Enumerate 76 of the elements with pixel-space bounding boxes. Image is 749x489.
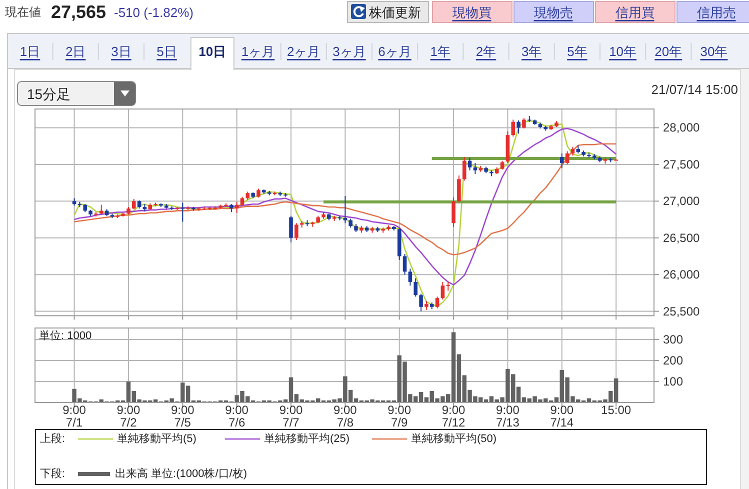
text: 3ヶ月 bbox=[332, 44, 366, 58]
candlestick bbox=[516, 120, 520, 134]
text: 27,565 bbox=[51, 2, 106, 22]
y-tick-label: 300 bbox=[663, 332, 684, 347]
x-tick-label: 9:00 7/7 bbox=[279, 403, 303, 430]
y-tick-label: 27,500 bbox=[663, 157, 700, 172]
legend-label: 単純移動平均(5) bbox=[117, 433, 196, 445]
x-tick-label: 9:00 7/5 bbox=[170, 403, 195, 430]
annotation: 単位: 1000 bbox=[39, 330, 92, 342]
y-tick-label: 26,000 bbox=[663, 268, 700, 282]
line-series bbox=[74, 143, 617, 256]
y-tick-label: 200 bbox=[663, 354, 684, 368]
text: 10日 bbox=[198, 44, 226, 58]
y-tick-label: 25,500 bbox=[663, 304, 700, 318]
candlestick bbox=[511, 119, 516, 138]
y-tick-label: 26,500 bbox=[663, 230, 700, 245]
text: 6ヶ月 bbox=[378, 44, 412, 58]
text: 現在値 bbox=[5, 5, 41, 19]
candlestick bbox=[419, 293, 423, 312]
text: 3日 bbox=[111, 44, 132, 58]
x-tick-label: 9:00 7/14 bbox=[550, 403, 574, 430]
candlestick bbox=[462, 156, 466, 182]
candlestick bbox=[435, 296, 440, 309]
x-tick-label: 9:00 7/6 bbox=[225, 403, 249, 430]
candlestick bbox=[414, 278, 418, 298]
text: 信用売 bbox=[696, 4, 736, 20]
legend-title: 下段: bbox=[40, 468, 66, 480]
text: 30年 bbox=[700, 44, 728, 58]
text: 1年 bbox=[430, 44, 451, 58]
text: 現物買 bbox=[452, 4, 492, 20]
text: 3年 bbox=[521, 44, 542, 58]
x-tick-label: 9:00 7/13 bbox=[496, 403, 520, 430]
candlestick bbox=[560, 152, 564, 169]
candlestick bbox=[473, 162, 478, 174]
text: 5年 bbox=[567, 44, 588, 58]
x-tick-label: 9:00 7/1 bbox=[62, 403, 86, 430]
text: -510 (-1.82%) bbox=[114, 4, 194, 20]
legend-label: 単純移動平均(50) bbox=[411, 433, 497, 445]
candlestick bbox=[408, 268, 412, 286]
text: 21/07/14 15:00 bbox=[651, 82, 738, 96]
x-tick-label: 9:00 7/12 bbox=[442, 403, 466, 430]
candlestick bbox=[132, 198, 136, 210]
candlestick bbox=[294, 222, 298, 241]
text: 現物売 bbox=[534, 4, 573, 20]
x-tick-label: 9:00 7/8 bbox=[334, 403, 358, 430]
candlestick bbox=[457, 174, 461, 204]
x-tick-label: 9:00 7/2 bbox=[116, 403, 140, 430]
line-series bbox=[74, 120, 617, 307]
text: 2年 bbox=[476, 44, 496, 58]
text: 株価更新 bbox=[368, 4, 421, 20]
text: 20年 bbox=[654, 44, 682, 58]
y-tick-label: 28,000 bbox=[663, 120, 700, 135]
y-tick-label: 27,000 bbox=[663, 194, 700, 208]
legend-title: 上段: bbox=[40, 432, 66, 445]
text: 5日 bbox=[156, 44, 177, 58]
text: 1日 bbox=[20, 44, 40, 58]
candlestick bbox=[522, 118, 526, 129]
text: 15分足 bbox=[27, 86, 71, 102]
candlestick bbox=[180, 202, 185, 222]
candlestick bbox=[565, 150, 570, 165]
text: 1ヶ月 bbox=[241, 44, 275, 58]
text: 2ヶ月 bbox=[286, 44, 320, 58]
text: 10年 bbox=[609, 44, 637, 58]
candlestick bbox=[99, 204, 104, 215]
legend-label: 出来高 単位:(1000株/口/枚) bbox=[115, 467, 248, 480]
text: 2日 bbox=[65, 44, 86, 58]
legend-label: 単純移動平均(25) bbox=[264, 433, 350, 445]
candlestick bbox=[289, 215, 293, 243]
line-series bbox=[74, 128, 617, 286]
y-tick-label: 100 bbox=[663, 374, 684, 389]
x-tick-label: 9:00 7/9 bbox=[388, 403, 412, 430]
x-tick-label: 15:00 bbox=[601, 403, 632, 417]
candlestick bbox=[468, 157, 472, 171]
text: 信用買 bbox=[615, 4, 654, 20]
candlestick bbox=[402, 254, 407, 276]
candlestick bbox=[452, 196, 456, 228]
